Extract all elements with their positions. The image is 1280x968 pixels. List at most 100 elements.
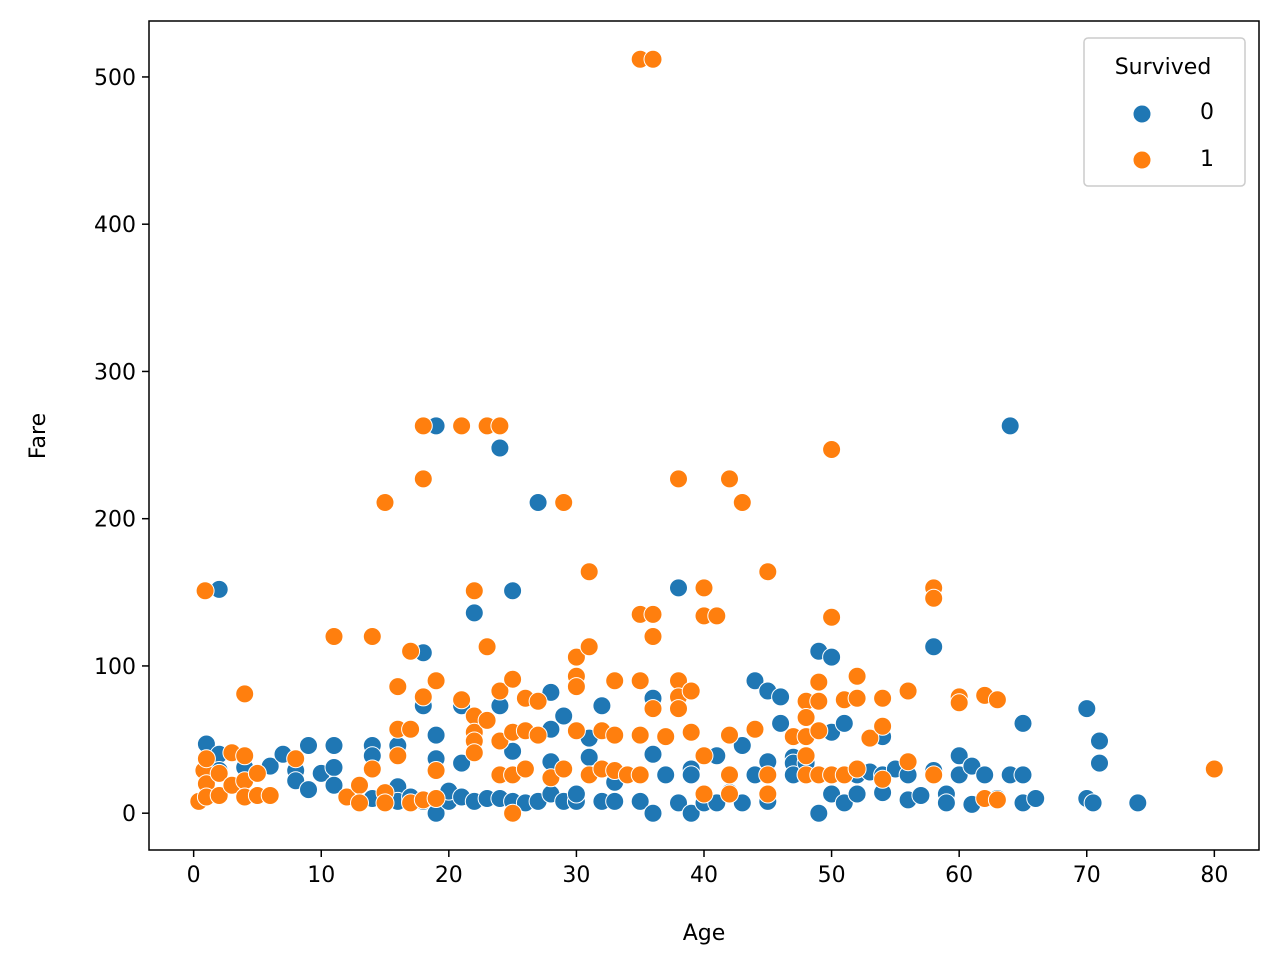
data-point-survived-1 [388,677,408,697]
data-point-survived-1 [758,765,778,785]
data-point-survived-1 [362,759,382,779]
data-point-survived-1 [924,588,944,608]
data-point-survived-0 [324,758,344,777]
data-point-survived-1 [503,803,523,823]
data-point-survived-0 [554,706,574,726]
data-point-survived-0 [452,753,472,773]
data-point-survived-1 [694,784,714,804]
data-point-survived-1 [847,759,867,779]
data-point-survived-1 [643,699,663,719]
data-point-survived-1 [643,604,663,624]
data-point-survived-1 [987,690,1007,710]
data-point-survived-1 [490,416,510,436]
data-point-survived-0 [1000,416,1020,436]
y-tick-label: 100 [94,655,136,680]
data-point-survived-1 [694,578,714,598]
y-axis-ticks: 0 100 200 300 400 500 [94,66,149,827]
data-point-survived-0 [949,746,969,766]
data-point-survived-1 [426,789,446,808]
data-point-survived-0 [1077,699,1097,719]
data-point-survived-1 [605,725,625,745]
x-tick-label: 10 [307,863,335,888]
data-point-survived-0 [681,803,701,823]
legend-box [1083,37,1246,187]
data-point-survived-1 [1204,759,1224,779]
data-point-survived-0 [566,784,586,804]
data-point-survived-1 [528,725,548,745]
x-axis-ticks: 0 10 20 30 40 50 60 70 80 [187,850,1228,888]
data-point-survived-0 [1090,753,1109,773]
data-point-survived-0 [822,647,842,667]
data-point-survived-1 [669,699,688,719]
data-point-survived-0 [911,786,931,805]
data-point-survived-1 [247,763,267,783]
data-point-survived-1 [579,562,599,582]
y-tick-label: 0 [122,802,136,827]
data-point-survived-1 [196,749,216,769]
data-point-survived-0 [1128,793,1148,813]
data-point-survived-1 [401,719,421,739]
x-axis-title: Age [683,921,726,946]
data-point-survived-0 [503,741,523,761]
data-point-survived-1 [426,761,446,780]
data-point-survived-0 [324,775,344,795]
data-point-survived-1 [681,722,701,742]
data-point-survived-1 [720,725,739,745]
legend-label-survived-1: 1 [1200,147,1214,172]
data-point-survived-0 [1026,789,1046,808]
x-tick-label: 50 [818,863,846,888]
data-point-survived-0 [936,793,956,813]
data-point-survived-1 [720,469,739,489]
data-point-survived-1 [873,769,893,789]
data-point-survived-0 [847,784,867,804]
data-point-survived-1 [681,681,701,701]
data-point-survived-0 [975,765,995,785]
legend-title: Survived [1115,55,1212,80]
data-point-survived-0 [592,696,612,716]
data-point-survived-1 [452,416,472,436]
data-point-survived-1 [758,562,778,582]
data-point-survived-0 [299,780,318,800]
data-point-survived-1 [873,688,893,708]
data-point-survived-1 [375,793,395,813]
x-tick-label: 80 [1200,863,1228,888]
data-point-survived-0 [924,637,944,657]
legend-marker-survived-1 [1132,150,1152,170]
data-point-survived-1 [260,786,280,805]
data-point-survived-0 [1013,765,1033,785]
data-point-survived-1 [413,687,433,707]
data-point-survived-1 [987,790,1007,810]
data-point-survived-1 [413,416,433,436]
data-point-survived-1 [426,671,446,691]
data-point-survived-1 [554,493,574,512]
data-point-survived-0 [834,713,854,733]
data-point-survived-0 [643,803,663,823]
data-point-survived-1 [528,691,548,711]
data-point-survived-1 [630,725,650,745]
data-point-survived-1 [566,677,586,697]
data-point-survived-1 [490,681,510,701]
data-point-survived-1 [579,637,599,657]
data-point-survived-1 [209,786,229,805]
data-point-survived-1 [822,440,842,459]
data-point-survived-1 [566,721,586,741]
x-tick-label: 0 [187,863,201,888]
data-point-survived-1 [554,759,574,779]
y-tick-label: 500 [94,66,136,91]
data-point-survived-1 [873,716,893,736]
data-point-survived-1 [605,671,625,691]
x-tick-label: 20 [435,863,463,888]
data-point-survived-1 [656,727,676,747]
data-point-survived-1 [694,746,714,766]
data-point-survived-0 [324,736,344,755]
data-point-survived-1 [235,684,255,704]
data-point-survived-1 [809,672,829,692]
data-point-survived-1 [847,688,867,708]
data-point-survived-0 [1090,731,1109,751]
data-point-survived-1 [515,759,535,779]
data-point-survived-1 [847,666,867,686]
data-point-survived-1 [745,719,765,739]
y-tick-label: 400 [94,213,136,238]
data-point-survived-0 [669,793,688,813]
